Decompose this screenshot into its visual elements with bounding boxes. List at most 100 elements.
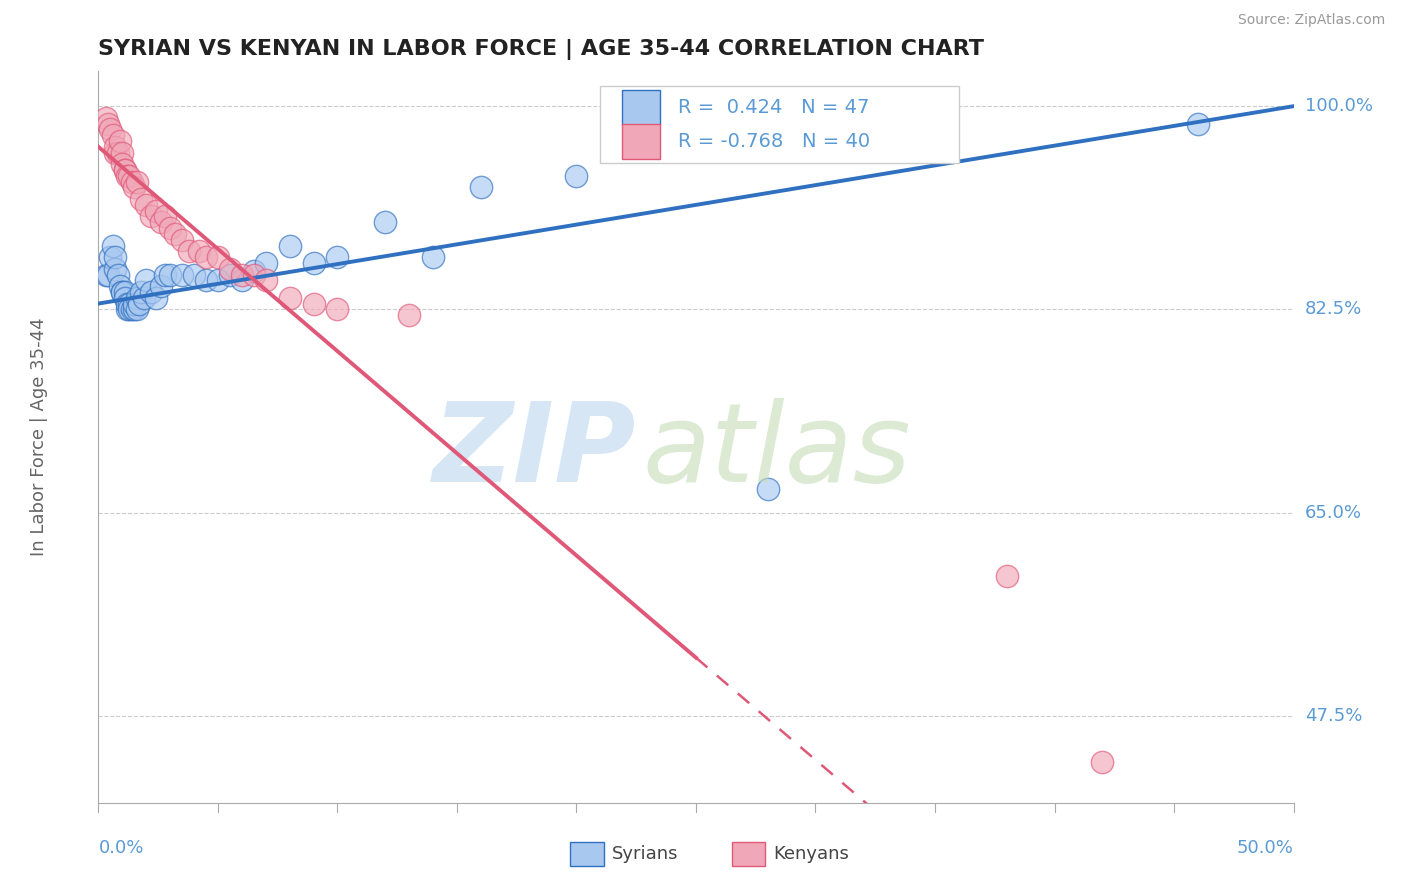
Point bbox=[121, 175, 143, 189]
Point bbox=[243, 264, 266, 278]
Point bbox=[179, 244, 201, 259]
Text: SYRIAN VS KENYAN IN LABOR FORCE | AGE 35-44 CORRELATION CHART: SYRIAN VS KENYAN IN LABOR FORCE | AGE 35… bbox=[98, 38, 984, 60]
Point bbox=[125, 302, 148, 317]
Point bbox=[243, 268, 266, 282]
Point bbox=[131, 285, 153, 299]
Text: 47.5%: 47.5% bbox=[1305, 706, 1362, 724]
Point bbox=[326, 250, 349, 264]
Point bbox=[135, 198, 157, 212]
Point bbox=[1091, 755, 1114, 769]
Point bbox=[108, 279, 131, 293]
Point bbox=[97, 268, 120, 282]
Point bbox=[114, 291, 136, 305]
Point bbox=[121, 302, 143, 317]
Point bbox=[98, 250, 122, 264]
Point bbox=[139, 210, 162, 224]
Point bbox=[101, 128, 124, 143]
Point bbox=[145, 291, 167, 305]
Text: R = -0.768   N = 40: R = -0.768 N = 40 bbox=[678, 132, 870, 151]
Point bbox=[254, 256, 277, 270]
Point bbox=[107, 145, 129, 160]
Point bbox=[195, 250, 218, 264]
Point bbox=[995, 569, 1018, 583]
Point bbox=[302, 296, 325, 310]
Point bbox=[219, 261, 242, 276]
Point bbox=[278, 291, 301, 305]
Point bbox=[97, 117, 120, 131]
FancyBboxPatch shape bbox=[733, 842, 765, 866]
Point bbox=[207, 273, 229, 287]
Text: ZIP: ZIP bbox=[433, 398, 637, 505]
Point bbox=[128, 296, 150, 310]
FancyBboxPatch shape bbox=[600, 86, 959, 163]
Text: Syrians: Syrians bbox=[613, 845, 679, 863]
Point bbox=[114, 285, 136, 299]
Point bbox=[155, 210, 177, 224]
Point bbox=[111, 145, 134, 160]
Point bbox=[231, 273, 253, 287]
Point bbox=[149, 279, 172, 293]
Point bbox=[374, 215, 396, 229]
Point bbox=[132, 291, 155, 305]
Text: In Labor Force | Age 35-44: In Labor Force | Age 35-44 bbox=[30, 318, 48, 557]
Point bbox=[155, 268, 177, 282]
Point bbox=[98, 122, 122, 136]
Point bbox=[139, 285, 162, 299]
Point bbox=[145, 203, 167, 218]
FancyBboxPatch shape bbox=[571, 842, 605, 866]
Point bbox=[565, 169, 588, 183]
Point bbox=[187, 244, 209, 259]
Point bbox=[195, 273, 218, 287]
Point bbox=[207, 250, 229, 264]
Point bbox=[183, 268, 205, 282]
Text: R =  0.424   N = 47: R = 0.424 N = 47 bbox=[678, 98, 869, 117]
Point bbox=[118, 302, 141, 317]
Point bbox=[135, 273, 157, 287]
Point bbox=[159, 268, 181, 282]
Text: atlas: atlas bbox=[643, 398, 911, 505]
Point bbox=[118, 169, 141, 183]
Point bbox=[101, 238, 124, 252]
Point bbox=[756, 483, 779, 497]
Point bbox=[422, 250, 444, 264]
Point bbox=[159, 221, 181, 235]
Point bbox=[231, 268, 253, 282]
FancyBboxPatch shape bbox=[621, 90, 661, 125]
Text: 0.0%: 0.0% bbox=[98, 839, 143, 857]
Text: Kenyans: Kenyans bbox=[773, 845, 849, 863]
Point bbox=[124, 296, 146, 310]
Text: 82.5%: 82.5% bbox=[1305, 301, 1362, 318]
Point bbox=[172, 233, 194, 247]
Point bbox=[115, 169, 138, 183]
Point bbox=[131, 192, 153, 206]
Point bbox=[114, 163, 136, 178]
Text: Source: ZipAtlas.com: Source: ZipAtlas.com bbox=[1237, 13, 1385, 28]
Point bbox=[104, 261, 127, 276]
Point bbox=[125, 291, 148, 305]
Point bbox=[398, 308, 420, 322]
Point bbox=[108, 134, 131, 148]
Point bbox=[104, 250, 127, 264]
Point bbox=[124, 180, 146, 194]
Point bbox=[124, 302, 146, 317]
Point bbox=[254, 273, 277, 287]
Point bbox=[104, 140, 127, 154]
Text: 100.0%: 100.0% bbox=[1305, 97, 1372, 115]
Point bbox=[470, 180, 492, 194]
Point bbox=[94, 111, 117, 125]
Point bbox=[118, 296, 141, 310]
Point bbox=[149, 215, 172, 229]
Point bbox=[302, 256, 325, 270]
Point bbox=[1187, 117, 1209, 131]
Point bbox=[94, 268, 117, 282]
Point bbox=[111, 285, 134, 299]
Point bbox=[115, 302, 138, 317]
Point bbox=[172, 268, 194, 282]
Point bbox=[125, 175, 148, 189]
Point bbox=[219, 268, 242, 282]
Point bbox=[107, 268, 129, 282]
Text: 65.0%: 65.0% bbox=[1305, 504, 1361, 522]
Point bbox=[278, 238, 301, 252]
Point bbox=[115, 296, 138, 310]
Point bbox=[111, 285, 134, 299]
